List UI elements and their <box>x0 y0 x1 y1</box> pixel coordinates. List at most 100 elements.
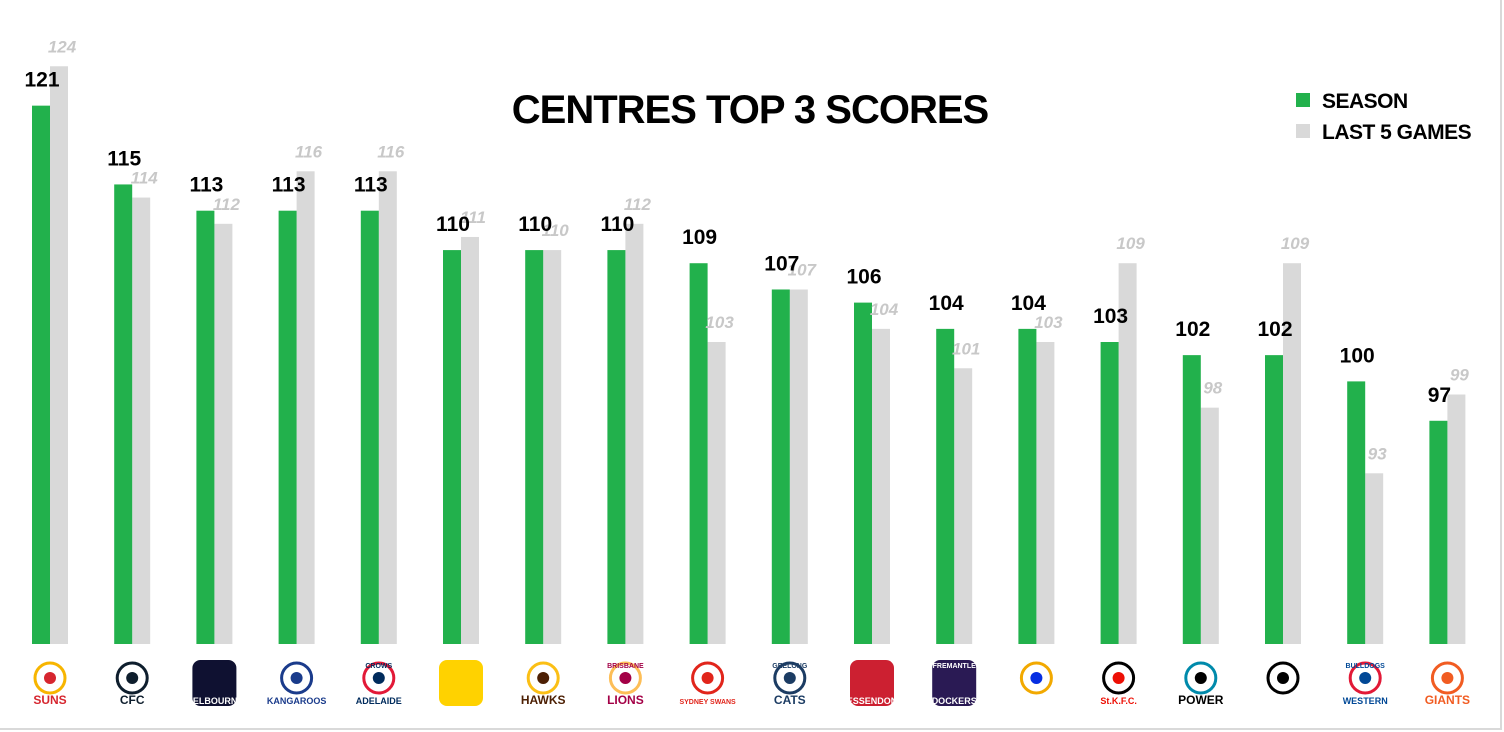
suns-logo: SUNS <box>33 661 67 707</box>
label-last5-suns: 124 <box>48 37 77 56</box>
team-logos-group: SUNS CFC MELBOURNE KANGAROOS CROWS ADELAIDE HA… <box>33 660 1470 707</box>
bar-last5-western-bulldogs <box>1365 473 1384 644</box>
bar-last5-sydney-swans <box>707 342 726 644</box>
label-season-lions: 110 <box>600 213 634 236</box>
label-season-essendon: 106 <box>846 266 881 289</box>
label-season-cats: 107 <box>764 252 799 275</box>
bar-season-cats <box>771 289 790 644</box>
bar-season-kangaroos <box>278 210 297 644</box>
bar-last5-suns <box>50 66 68 645</box>
label-last5-cats: 107 <box>788 260 818 279</box>
logo-text: DOCKERS <box>932 696 977 706</box>
melbourne-logo: MELBOURNE <box>185 660 243 706</box>
bar-season-melbourne <box>196 210 215 644</box>
label-season-carlton: 115 <box>107 147 141 170</box>
logo-text: ESSENDON <box>847 696 898 706</box>
legend-label-last5: LAST 5 GAMES <box>1322 121 1472 144</box>
label-last5-adelaide: 116 <box>377 142 405 161</box>
label-season-sydney-swans: 109 <box>682 226 717 249</box>
bar-season-suns <box>32 105 50 645</box>
label-season-kangaroos: 113 <box>272 174 306 197</box>
logo-text: KANGAROOS <box>267 696 327 706</box>
logo-text: ADELAIDE <box>356 696 402 706</box>
bar-season-adelaide <box>360 210 379 644</box>
eagles-logo <box>1019 661 1053 695</box>
logo-text: MELBOURNE <box>185 696 243 706</box>
bar-season-dockers <box>936 328 955 644</box>
logo-text: HAWKS <box>521 693 566 707</box>
logo-text: CATS <box>774 693 806 707</box>
saints-logo: St.K.F.C. <box>1100 661 1137 706</box>
legend-swatch-last5 <box>1296 124 1310 138</box>
label-last5-western-bulldogs: 93 <box>1368 444 1387 463</box>
bar-season-sydney-swans <box>689 263 708 644</box>
bar-season-west-coast <box>1018 328 1037 644</box>
label-last5-sydney-swans: 103 <box>705 313 734 332</box>
adelaide-logo: CROWS ADELAIDE <box>356 661 402 706</box>
label-season-st-k-f-c-: 103 <box>1093 305 1128 328</box>
legend-swatch-season <box>1296 93 1310 107</box>
logo-subtext: FREMANTLE <box>933 663 976 670</box>
legend-label-season: SEASON <box>1322 90 1408 113</box>
logo-subtext: CROWS <box>365 663 392 670</box>
power-logo: POWER <box>1178 661 1224 707</box>
label-last5-st-k-f-c-: 109 <box>1116 234 1145 253</box>
bar-season-richmond <box>443 250 461 644</box>
label-season-melbourne: 113 <box>189 174 223 197</box>
logo-subtext: BRISBANE <box>607 663 644 670</box>
label-last5-hawks: 110 <box>542 221 570 240</box>
bar-last5-melbourne <box>214 223 233 644</box>
bar-last5-dockers <box>954 368 973 644</box>
bar-season-power <box>1182 355 1201 644</box>
logo-text: WESTERN <box>1343 696 1388 706</box>
label-season-suns: 121 <box>24 69 59 92</box>
label-last5-power: 98 <box>1203 379 1222 398</box>
label-season-power: 102 <box>1175 318 1210 341</box>
logo-text: St.K.F.C. <box>1100 696 1137 706</box>
bar-last5-richmond <box>461 236 479 644</box>
label-last5-collingwood: 109 <box>1281 234 1310 253</box>
logo-text: POWER <box>1178 693 1224 707</box>
label-last5-essendon: 104 <box>870 300 899 319</box>
bar-last5-hawks <box>543 250 562 644</box>
bar-season-lions <box>607 250 626 644</box>
bar-last5-collingwood <box>1283 263 1301 644</box>
logo-text: LIONS <box>607 693 644 707</box>
label-last5-west-coast: 103 <box>1034 313 1063 332</box>
label-last5-giants: 99 <box>1450 366 1469 385</box>
essendon-logo: ESSENDON <box>847 660 898 706</box>
bar-last5-lions <box>625 223 644 644</box>
bar-last5-giants <box>1447 394 1466 644</box>
bar-last5-carlton <box>132 197 151 644</box>
logo-text: SUNS <box>33 693 66 707</box>
bar-season-western-bulldogs <box>1347 381 1366 644</box>
label-season-western-bulldogs: 100 <box>1340 344 1375 367</box>
label-season-collingwood: 102 <box>1257 318 1292 341</box>
label-season-west-coast: 104 <box>1011 292 1046 315</box>
label-last5-richmond: 111 <box>460 208 486 227</box>
tigers-logo <box>439 660 483 706</box>
bar-last5-power <box>1200 407 1219 644</box>
bars-group <box>32 66 1466 645</box>
bar-season-hawks <box>525 250 544 644</box>
bar-last5-cats <box>789 289 808 644</box>
chart-title: CENTRES TOP 3 SCORES <box>512 88 989 132</box>
carlton-logo: CFC <box>115 661 149 707</box>
cats-logo: GEELONG CATS <box>772 661 808 707</box>
swans-logo: SYDNEY SWANS <box>679 661 736 706</box>
label-last5-kangaroos: 116 <box>295 142 323 161</box>
label-season-richmond: 110 <box>436 213 470 236</box>
bulldogs-logo: BULLDOGS WESTERN <box>1343 661 1388 706</box>
magpies-logo <box>1266 661 1300 695</box>
label-last5-carlton: 114 <box>131 169 159 188</box>
logo-text: SYDNEY SWANS <box>679 699 736 706</box>
giants-logo: GIANTS <box>1425 661 1470 707</box>
bar-season-collingwood <box>1265 355 1283 644</box>
bar-season-essendon <box>854 302 872 644</box>
bar-season-giants <box>1429 420 1448 644</box>
label-last5-dockers: 101 <box>952 339 980 358</box>
bar-season-st-k-f-c- <box>1100 342 1119 644</box>
